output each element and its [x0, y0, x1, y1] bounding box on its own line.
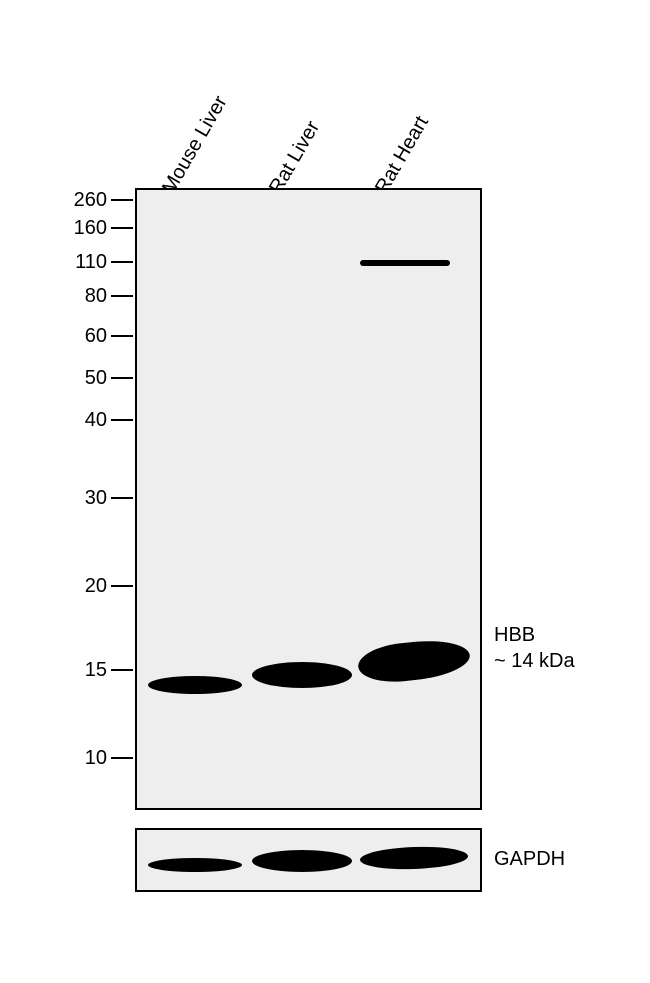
loading-control-label: GAPDH [494, 848, 565, 871]
blot-band [360, 260, 450, 266]
mw-tick [111, 419, 133, 421]
mw-label: 60 [78, 325, 107, 348]
mw-tick [111, 199, 133, 201]
mw-tick [111, 757, 133, 759]
mw-label: 80 [78, 285, 107, 308]
mw-label: 10 [78, 747, 107, 770]
mw-tick [111, 335, 133, 337]
mw-label: 20 [78, 575, 107, 598]
mw-label: 260 [65, 189, 107, 212]
mw-label: 30 [78, 487, 107, 510]
target-size-label: ~ 14 kDa [494, 650, 575, 673]
mw-tick [111, 295, 133, 297]
blot-band [148, 676, 242, 694]
mw-label: 50 [78, 367, 107, 390]
western-blot-figure: Mouse Liver Rat Liver Rat Heart 260 160 … [0, 0, 650, 983]
lane-label: Mouse Liver [158, 92, 232, 198]
mw-tick [111, 377, 133, 379]
mw-tick [111, 497, 133, 499]
lane-label: Rat Liver [265, 117, 325, 198]
mw-label: 110 [65, 251, 107, 274]
mw-label: 160 [65, 217, 107, 240]
blot-band [148, 858, 242, 872]
mw-label: 15 [78, 659, 107, 682]
blot-band [252, 662, 352, 688]
mw-label: 40 [78, 409, 107, 432]
mw-tick [111, 227, 133, 229]
blot-band [252, 850, 352, 872]
mw-tick [111, 261, 133, 263]
mw-tick [111, 585, 133, 587]
mw-tick [111, 669, 133, 671]
lane-label: Rat Heart [371, 112, 434, 198]
main-blot-panel [135, 188, 482, 810]
target-label: HBB [494, 624, 535, 647]
